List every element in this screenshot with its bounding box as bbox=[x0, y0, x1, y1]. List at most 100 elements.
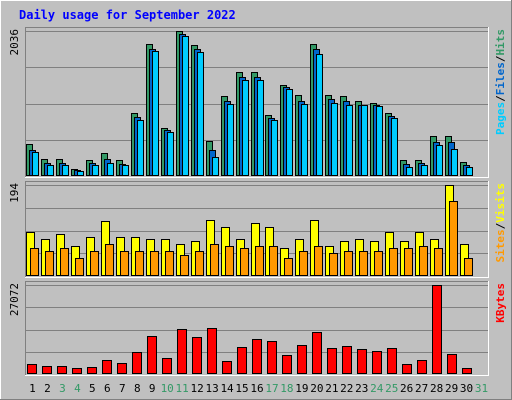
legend-entry-sites: Sites bbox=[494, 229, 507, 262]
x-axis-day-labels: 1 2 3 4 5 6 7 8 9 10 11 12 13 14 15 16 17 18 19 20 21 22 23 24 2… bbox=[29, 382, 488, 395]
bar-sites-day-21 bbox=[329, 253, 338, 276]
bar-pages-day-4 bbox=[77, 171, 84, 176]
x-label-day-29: 29 bbox=[445, 382, 458, 395]
bar-pages-day-7 bbox=[122, 165, 129, 176]
bar-kbytes-day-24 bbox=[372, 351, 382, 374]
bar-pages-day-1 bbox=[32, 152, 39, 176]
bar-pages-day-22 bbox=[346, 105, 353, 176]
bar-kbytes-day-4 bbox=[72, 368, 82, 374]
bar-kbytes-day-11 bbox=[177, 329, 187, 374]
bar-kbytes-day-25 bbox=[387, 348, 397, 374]
bar-kbytes-day-6 bbox=[102, 360, 112, 374]
legend-separator: / bbox=[494, 95, 507, 102]
bar-pages-day-2 bbox=[47, 165, 54, 176]
bar-pages-day-25 bbox=[391, 118, 398, 176]
x-label-day-21: 21 bbox=[325, 382, 338, 395]
bar-pages-day-11 bbox=[182, 36, 189, 176]
bar-sites-day-22 bbox=[344, 251, 353, 276]
legend-entry-visits: Visits bbox=[494, 183, 507, 223]
x-label-day-13: 13 bbox=[205, 382, 218, 395]
legend-separator: / bbox=[494, 55, 507, 62]
legend-visits-sites: Sites/Visits bbox=[494, 183, 507, 263]
panel-kbytes: 27072 KBytes bbox=[8, 281, 507, 376]
x-label-day-26: 26 bbox=[400, 382, 413, 395]
bar-kbytes-day-22 bbox=[342, 346, 352, 374]
bar-kbytes-day-15 bbox=[237, 347, 247, 374]
bar-sites-day-6 bbox=[105, 244, 114, 276]
bar-pages-day-15 bbox=[242, 80, 249, 176]
bar-pages-day-30 bbox=[466, 167, 473, 176]
x-label-day-4: 4 bbox=[74, 382, 81, 395]
bar-kbytes-day-28 bbox=[432, 285, 442, 374]
bar-sites-day-14 bbox=[225, 246, 234, 276]
x-label-day-17: 17 bbox=[265, 382, 278, 395]
bar-sites-day-5 bbox=[90, 251, 99, 276]
bar-pages-day-9 bbox=[152, 51, 159, 176]
bar-kbytes-day-13 bbox=[207, 328, 217, 374]
bar-sites-day-13 bbox=[210, 244, 219, 276]
bar-pages-day-16 bbox=[257, 80, 264, 176]
bar-kbytes-day-16 bbox=[252, 339, 262, 374]
bar-sites-day-2 bbox=[45, 251, 54, 276]
bar-kbytes-day-17 bbox=[267, 341, 277, 374]
bar-kbytes-day-5 bbox=[87, 367, 97, 374]
bar-kbytes-day-27 bbox=[417, 360, 427, 374]
bar-sites-day-20 bbox=[314, 246, 323, 276]
bar-sites-day-12 bbox=[195, 251, 204, 276]
bar-sites-day-24 bbox=[374, 251, 383, 276]
bar-pages-day-8 bbox=[137, 120, 144, 176]
bar-sites-day-16 bbox=[255, 246, 264, 276]
bar-sites-day-7 bbox=[120, 251, 129, 276]
bar-pages-day-21 bbox=[331, 103, 338, 176]
bar-kbytes-day-20 bbox=[312, 332, 322, 374]
bar-sites-day-29 bbox=[449, 201, 458, 276]
bar-sites-day-25 bbox=[389, 248, 398, 276]
bar-sites-day-10 bbox=[165, 251, 174, 276]
bar-kbytes-day-23 bbox=[357, 349, 367, 374]
x-label-day-25: 25 bbox=[385, 382, 398, 395]
bar-kbytes-day-21 bbox=[327, 348, 337, 374]
bar-kbytes-day-7 bbox=[117, 363, 127, 374]
bar-pages-day-29 bbox=[451, 149, 458, 176]
x-label-day-11: 11 bbox=[176, 382, 189, 395]
bar-kbytes-day-1 bbox=[27, 364, 37, 374]
bar-sites-day-30 bbox=[464, 258, 473, 276]
x-label-day-23: 23 bbox=[355, 382, 368, 395]
bar-pages-day-17 bbox=[271, 120, 278, 176]
x-label-day-5: 5 bbox=[89, 382, 96, 395]
x-label-day-2: 2 bbox=[44, 382, 51, 395]
x-label-day-14: 14 bbox=[220, 382, 234, 395]
bar-kbytes-day-30 bbox=[462, 368, 472, 374]
bar-pages-day-3 bbox=[62, 165, 69, 176]
x-label-day-1: 1 bbox=[29, 382, 36, 395]
bar-pages-day-27 bbox=[421, 165, 428, 176]
legend-kbytes: KBytes bbox=[494, 283, 507, 323]
x-label-day-19: 19 bbox=[295, 382, 308, 395]
bar-pages-day-12 bbox=[197, 52, 204, 176]
bar-kbytes-day-19 bbox=[297, 345, 307, 374]
bar-kbytes-day-18 bbox=[282, 355, 292, 374]
chart-title: Daily usage for September 2022 bbox=[19, 8, 236, 22]
bar-pages-day-20 bbox=[316, 54, 323, 176]
bar-pages-day-24 bbox=[376, 106, 383, 176]
legend-separator: / bbox=[494, 222, 507, 229]
bar-kbytes-day-29 bbox=[447, 354, 457, 374]
bar-sites-day-4 bbox=[75, 258, 84, 276]
bar-pages-day-18 bbox=[286, 89, 293, 176]
bar-sites-day-1 bbox=[30, 248, 39, 276]
x-label-day-16: 16 bbox=[250, 382, 263, 395]
x-label-day-18: 18 bbox=[280, 382, 293, 395]
bar-sites-day-11 bbox=[180, 255, 189, 276]
x-label-day-10: 10 bbox=[161, 382, 174, 395]
panel-visits-sites: 194 Sites/Visits bbox=[8, 181, 507, 278]
x-label-day-15: 15 bbox=[235, 382, 248, 395]
legend-entry-hits: Hits bbox=[494, 29, 507, 56]
bar-sites-day-3 bbox=[60, 248, 69, 276]
x-label-day-31: 31 bbox=[475, 382, 488, 395]
x-label-day-7: 7 bbox=[119, 382, 126, 395]
bar-sites-day-8 bbox=[135, 251, 144, 276]
bar-kbytes-day-2 bbox=[42, 366, 52, 374]
x-label-day-30: 30 bbox=[460, 382, 473, 395]
legend-entry-files: Files bbox=[494, 62, 507, 95]
bar-sites-day-15 bbox=[240, 248, 249, 276]
